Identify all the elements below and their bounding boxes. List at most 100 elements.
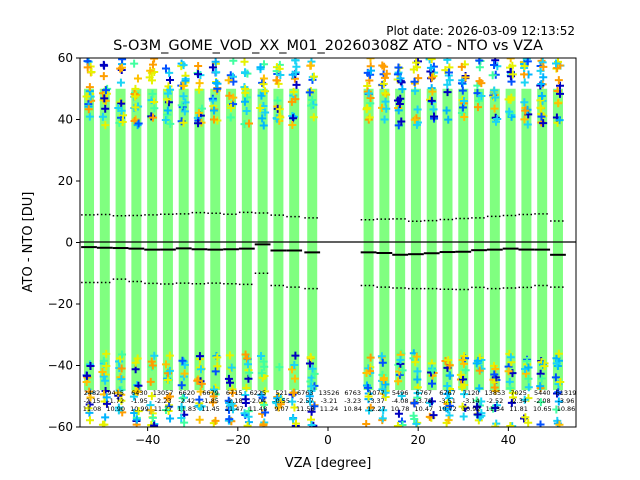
outlier-point — [85, 416, 94, 425]
y-tick-label: 60 — [58, 51, 73, 65]
outlier-point — [260, 400, 269, 409]
outlier-point — [272, 76, 281, 85]
outlier-point — [225, 415, 234, 424]
outlier-point — [536, 398, 545, 407]
outlier-point — [509, 393, 518, 402]
outlier-point — [310, 402, 319, 411]
bin-2-core — [115, 88, 126, 391]
outlier-point — [554, 76, 563, 85]
y-tick-label: 20 — [58, 174, 73, 188]
outlier-point — [539, 119, 548, 128]
bin-stat-std: 11.24 — [320, 405, 339, 413]
outlier-point — [551, 373, 560, 382]
outlier-point — [209, 115, 218, 124]
outlier-point — [114, 388, 123, 397]
outlier-point — [520, 115, 529, 124]
outlier-point — [276, 400, 285, 409]
outlier-point — [224, 76, 233, 85]
bin-stat-std: 10.99 — [130, 405, 149, 413]
outlier-point — [536, 369, 545, 378]
bin-10-core — [241, 88, 252, 391]
outlier-point — [147, 357, 156, 366]
outlier-point — [147, 76, 156, 85]
outlier-point — [477, 79, 486, 88]
outlier-point — [445, 361, 454, 370]
outlier-point — [473, 410, 482, 419]
bin-stat-n: 6679 — [202, 389, 219, 397]
outlier-point — [114, 403, 123, 412]
bin-stat-n: 13853 — [485, 389, 506, 397]
outlier-point — [460, 380, 469, 389]
outlier-point — [426, 63, 435, 72]
outlier-point — [208, 63, 217, 72]
bin-stat-std: 11.48 — [249, 405, 268, 413]
outlier-point — [382, 104, 391, 113]
outlier-point — [241, 69, 250, 78]
outlier-point — [257, 352, 266, 361]
outlier-point — [133, 354, 142, 363]
outlier-point — [409, 65, 418, 74]
outlier-point — [394, 63, 403, 72]
outlier-point — [556, 377, 565, 386]
outlier-point — [148, 60, 157, 69]
bin-stat-std: 11.45 — [201, 405, 220, 413]
outlier-point — [229, 93, 238, 102]
outlier-point — [507, 398, 516, 407]
outlier-point — [429, 105, 438, 114]
outlier-point — [86, 362, 95, 371]
outlier-point — [553, 389, 562, 398]
outlier-point — [180, 369, 189, 378]
bin-4-core — [147, 88, 158, 391]
outlier-point — [82, 92, 91, 101]
outlier-point — [181, 76, 190, 85]
bin-6-core — [178, 88, 189, 391]
outlier-point — [460, 390, 469, 399]
outlier-point — [117, 396, 126, 405]
x-tick-label: −20 — [225, 433, 250, 447]
outlier-point — [538, 360, 547, 369]
outlier-point — [259, 421, 268, 427]
outlier-point — [102, 393, 111, 402]
outlier-point — [161, 115, 170, 124]
bin-20-points — [441, 58, 454, 427]
outlier-point — [524, 374, 533, 383]
outlier-point — [259, 121, 268, 130]
outlier-point — [288, 365, 297, 374]
bin-6-points — [177, 59, 190, 427]
bin-27-points — [551, 58, 565, 427]
bin-9-core — [226, 88, 237, 391]
outlier-point — [243, 360, 252, 369]
outlier-point — [213, 79, 222, 88]
bin-18-points — [409, 58, 423, 427]
outlier-point — [150, 421, 159, 427]
bin-stat-n: 2482 — [84, 389, 101, 397]
outlier-point — [397, 117, 406, 126]
outlier-point — [194, 119, 203, 128]
outlier-point — [443, 381, 452, 390]
outlier-point — [256, 103, 265, 112]
outlier-point — [309, 113, 318, 122]
outlier-point — [291, 95, 300, 104]
outlier-point — [475, 384, 484, 393]
bin-12-points — [271, 60, 285, 412]
outlier-point — [379, 406, 388, 415]
outlier-point — [165, 351, 174, 360]
outlier-point — [241, 398, 250, 407]
outlier-point — [443, 58, 452, 64]
outlier-point — [290, 403, 299, 412]
bin-26-core — [537, 88, 548, 391]
outlier-point — [99, 356, 108, 365]
outlier-point — [288, 415, 297, 424]
outlier-point — [130, 117, 139, 126]
outlier-point — [241, 350, 250, 359]
bin-25-points — [519, 58, 533, 427]
outlier-point — [308, 364, 317, 373]
outlier-point — [507, 93, 516, 102]
bin-17-points — [393, 63, 407, 427]
bin-stat-mean: -1.72 — [107, 397, 124, 405]
